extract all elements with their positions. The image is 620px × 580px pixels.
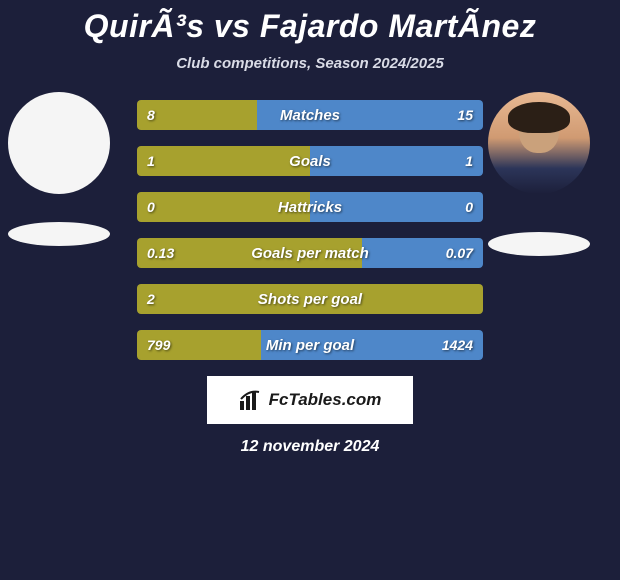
brand-badge: FcTables.com	[207, 376, 413, 424]
stat-label: Shots per goal	[137, 284, 483, 314]
player-right-shadow	[488, 232, 590, 256]
brand-text: FcTables.com	[269, 390, 382, 410]
stat-label: Goals	[137, 146, 483, 176]
player-right-avatar	[488, 92, 590, 194]
stat-left-value: 0	[147, 192, 155, 222]
page-title: QuirÃ³s vs Fajardo MartÃ­nez	[0, 8, 620, 45]
date-text: 12 november 2024	[0, 438, 620, 456]
stat-left-value: 0.13	[147, 238, 174, 268]
player-left-shadow	[8, 222, 110, 246]
stat-row: Shots per goal2	[137, 284, 483, 314]
stat-left-value: 8	[147, 100, 155, 130]
stat-right-value: 15	[457, 100, 473, 130]
brand-logo-icon	[239, 389, 263, 411]
stat-row: Hattricks0 0	[137, 192, 483, 222]
subtitle: Club competitions, Season 2024/2025	[0, 55, 620, 72]
stat-label: Min per goal	[137, 330, 483, 360]
stat-left-value: 2	[147, 284, 155, 314]
stat-label: Matches	[137, 100, 483, 130]
stats-bars: Matches8 15 Goals1 1 Hattricks0 0 Goals per ma…	[137, 100, 483, 360]
stat-label: Goals per match	[137, 238, 483, 268]
player-left-block	[8, 92, 110, 246]
stat-row: Matches8 15	[137, 100, 483, 130]
stat-right-value: 0	[465, 192, 473, 222]
stat-label: Hattricks	[137, 192, 483, 222]
stat-left-value: 799	[147, 330, 170, 360]
stat-right-value: 1424	[442, 330, 473, 360]
player-left-avatar	[8, 92, 110, 194]
stat-row: Goals per match0.13 0.07	[137, 238, 483, 268]
stat-row: Min per goal799 1424	[137, 330, 483, 360]
stat-right-value: 0.07	[446, 238, 473, 268]
stat-right-value: 1	[465, 146, 473, 176]
stat-row: Goals1 1	[137, 146, 483, 176]
stat-left-value: 1	[147, 146, 155, 176]
player-right-block	[488, 92, 590, 256]
